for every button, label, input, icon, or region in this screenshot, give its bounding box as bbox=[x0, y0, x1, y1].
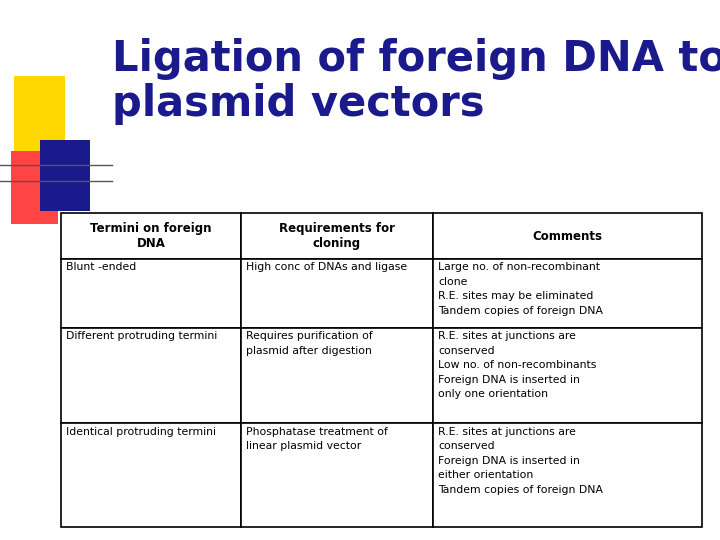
Text: Phosphatase treatment of
linear plasmid vector: Phosphatase treatment of linear plasmid … bbox=[246, 427, 387, 451]
Bar bbox=[240, 213, 433, 259]
Bar bbox=[433, 328, 702, 423]
Text: Requirements for
cloning: Requirements for cloning bbox=[279, 222, 395, 250]
Text: R.E. sites at junctions are
conserved
Foreign DNA is inserted in
either orientat: R.E. sites at junctions are conserved Fo… bbox=[438, 427, 603, 495]
Bar bbox=[61, 259, 240, 328]
Bar bbox=[433, 259, 702, 328]
Bar bbox=[14, 76, 65, 151]
Bar bbox=[240, 328, 433, 423]
Bar bbox=[61, 213, 240, 259]
Bar bbox=[61, 423, 240, 526]
Bar bbox=[433, 423, 702, 526]
Text: Identical protruding termini: Identical protruding termini bbox=[66, 427, 216, 437]
Text: Large no. of non-recombinant
clone
R.E. sites may be eliminated
Tandem copies of: Large no. of non-recombinant clone R.E. … bbox=[438, 262, 603, 316]
Text: Requires purification of
plasmid after digestion: Requires purification of plasmid after d… bbox=[246, 332, 372, 356]
Text: High conc of DNAs and ligase: High conc of DNAs and ligase bbox=[246, 262, 407, 273]
Text: Ligation of foreign DNA to
plasmid vectors: Ligation of foreign DNA to plasmid vecto… bbox=[112, 38, 720, 125]
Text: Blunt -ended: Blunt -ended bbox=[66, 262, 137, 273]
Bar bbox=[433, 213, 702, 259]
Bar bbox=[40, 140, 90, 211]
Text: R.E. sites at junctions are
conserved
Low no. of non-recombinants
Foreign DNA is: R.E. sites at junctions are conserved Lo… bbox=[438, 332, 596, 399]
Text: Different protruding termini: Different protruding termini bbox=[66, 332, 217, 341]
Bar bbox=[61, 328, 240, 423]
Text: Comments: Comments bbox=[532, 230, 603, 242]
Bar bbox=[240, 259, 433, 328]
Text: Termini on foreign
DNA: Termini on foreign DNA bbox=[90, 222, 212, 250]
Bar bbox=[240, 423, 433, 526]
Bar bbox=[11, 151, 58, 224]
